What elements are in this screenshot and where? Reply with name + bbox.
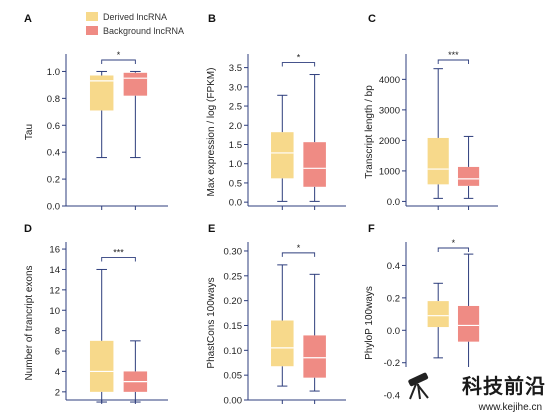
- panel-f-y-axis-label: PhyloP 100ways: [364, 286, 375, 360]
- panel-d-y-tick-label: 6: [55, 347, 60, 358]
- panel-a-y-axis-label: Tau: [24, 124, 35, 140]
- watermark: 科技前沿 www.kejihe.cn: [402, 367, 554, 415]
- panel-e-y-tick-label: 0.15: [224, 321, 243, 332]
- panel-d-y-tick-label: 8: [55, 326, 60, 337]
- panel-e-y-tick-label: 0.05: [224, 371, 243, 382]
- watermark-title: 科技前沿: [462, 374, 546, 398]
- panel-f-y-tick-label: 0.2: [387, 293, 400, 304]
- panel-c-y-tick-label: 3000: [379, 105, 400, 116]
- panel-a-significance-bracket: [101, 59, 136, 64]
- panel-f-y-tick-label: -0.4: [384, 391, 400, 402]
- panel-b-y-tick-label: 2.5: [229, 102, 242, 113]
- panel-c-y-tick-label: 1000: [379, 166, 400, 177]
- panel-e-significance-label: *: [297, 243, 301, 253]
- panel-b-derived-box: [271, 132, 294, 179]
- panel-b-y-tick-label: 2.0: [229, 121, 242, 132]
- panel-d-y-tick-label: 12: [49, 285, 60, 296]
- panel-a-y-tick-label: 0.8: [47, 94, 60, 105]
- panel-e-y-axis-label: PhastCons 100ways: [206, 277, 217, 368]
- panel-f-significance-bracket: [437, 247, 470, 252]
- watermark-url: www.kejihe.cn: [478, 402, 542, 413]
- panel-c-y-tick-label: 4000: [379, 75, 400, 86]
- panel-a-y-tick-label: 0.0: [47, 202, 60, 213]
- panel-c-y-tick-label: 0.0: [387, 197, 400, 208]
- panel-b-background-box: [303, 142, 326, 187]
- panel-a-y-tick-label: 0.4: [47, 148, 60, 159]
- panel-a-y-tick-label: 0.6: [47, 121, 60, 132]
- panel-b-significance-bracket: [281, 62, 316, 67]
- panel-b-y-tick-label: 1.0: [229, 159, 242, 170]
- panel-a-y-tick-label: 1.0: [47, 67, 60, 78]
- legend-label-background: Background lncRNA: [103, 26, 184, 36]
- panel-d-significance-bracket: [101, 257, 136, 262]
- panel-f-derived-box: [427, 301, 449, 328]
- panel-b-significance-label: *: [297, 53, 301, 63]
- panel-c-y-tick-label: 2000: [379, 136, 400, 147]
- panel-b-y-tick-label: 3.0: [229, 82, 242, 93]
- panel-e-y-tick-label: 0.00: [224, 396, 243, 407]
- panel-c-y-axis-label: Transcript length / bp: [364, 85, 375, 179]
- panel-e-background-box: [303, 335, 326, 378]
- panel-f-letter: F: [368, 223, 375, 235]
- legend-swatch-background: [86, 26, 98, 35]
- panel-b-y-axis-label: Max expression / log (FPKM): [206, 68, 217, 197]
- legend-label-derived: Derived lncRNA: [103, 12, 167, 22]
- legend-swatch-derived: [86, 12, 98, 21]
- panel-c-background-box: [457, 166, 480, 186]
- panel-e-y-tick-label: 0.25: [224, 271, 243, 282]
- panel-d-significance-label: ***: [113, 247, 124, 257]
- panel-d-derived-box: [89, 340, 114, 392]
- panel-a-significance-label: *: [117, 50, 121, 60]
- panel-f-background-box: [457, 305, 480, 342]
- panel-c-letter: C: [368, 13, 376, 25]
- panel-b-y-tick-label: 0.0: [229, 198, 242, 209]
- panel-f-significance-label: *: [452, 238, 456, 248]
- panel-b-y-tick-label: 3.5: [229, 63, 242, 74]
- panel-d-y-tick-label: 4: [55, 367, 60, 378]
- panel-d-y-axis-label: Number of trancript exons: [24, 265, 35, 380]
- panel-d-y-tick-label: 10: [49, 306, 60, 317]
- panel-a-y-tick-label: 0.2: [47, 175, 60, 186]
- telescope-logo-icon: [408, 372, 429, 400]
- panel-a-derived-box: [89, 75, 114, 111]
- panel-f-y-tick-label: 0.4: [387, 261, 400, 272]
- panel-e-derived-box: [271, 320, 294, 367]
- panel-e-significance-bracket: [281, 252, 316, 257]
- panel-d-y-tick-label: 2: [55, 387, 60, 398]
- panel-b-letter: B: [208, 13, 216, 25]
- panel-e-y-tick-label: 0.30: [224, 246, 243, 257]
- panel-b-y-tick-label: 1.5: [229, 140, 242, 151]
- panel-f-y-tick-label: 0.0: [387, 326, 400, 337]
- panel-e-y-tick-label: 0.10: [224, 346, 243, 357]
- panel-d-y-tick-label: 16: [49, 245, 60, 256]
- panel-a-background-box: [123, 72, 148, 96]
- panel-c-significance-bracket: [437, 59, 470, 64]
- panel-e-letter: E: [208, 223, 215, 235]
- panel-c-derived-box: [427, 137, 449, 185]
- panel-b-y-tick-label: 0.5: [229, 178, 242, 189]
- panel-e-y-tick-label: 0.20: [224, 296, 243, 307]
- panel-d-y-tick-label: 14: [49, 265, 60, 276]
- panel-f-y-tick-label: -0.2: [384, 358, 400, 369]
- panel-d-letter: D: [24, 223, 32, 235]
- panel-a-letter: A: [24, 13, 32, 25]
- panel-c-significance-label: ***: [448, 50, 459, 60]
